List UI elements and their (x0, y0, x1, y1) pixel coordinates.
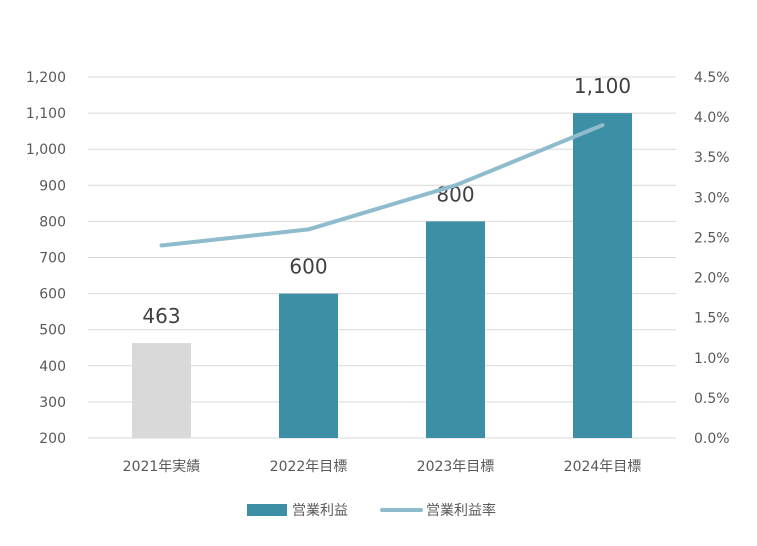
bar-data-label: 1,100 (574, 74, 631, 98)
left-axis-tick-label: 1,000 (26, 142, 66, 158)
right-axis-tick-label: 1.5% (694, 311, 730, 327)
left-axis-tick-label: 600 (39, 287, 66, 303)
category-label: 2023年目標 (417, 459, 495, 475)
left-axis-tick-label: 900 (39, 178, 66, 194)
left-axis-tick-label: 300 (39, 395, 66, 411)
legend-label: 営業利益 (292, 503, 348, 519)
right-axis-tick-label: 4.0% (694, 110, 730, 126)
right-axis-tick-label: 3.5% (694, 150, 730, 166)
left-axis-tick-label: 400 (39, 359, 66, 375)
bar-data-label: 600 (289, 255, 327, 279)
left-axis-tick-label: 500 (39, 323, 66, 339)
left-axis-tick-label: 800 (39, 214, 66, 230)
right-axis-tick-label: 1.0% (694, 351, 730, 367)
left-axis-tick-label: 1,200 (26, 70, 66, 86)
right-axis-tick-label: 2.5% (694, 230, 730, 246)
category-label: 2024年目標 (564, 459, 642, 475)
left-axis-tick-label: 700 (39, 251, 66, 267)
right-axis-tick-label: 2.0% (694, 271, 730, 287)
bar-3 (426, 221, 485, 438)
bar-2 (279, 293, 338, 438)
line-series-operating-margin (159, 123, 605, 248)
bar-4 (573, 113, 632, 438)
legend-swatch-bar (247, 504, 287, 516)
right-axis-tick-label: 4.5% (694, 70, 730, 86)
category-label: 2022年目標 (270, 459, 348, 475)
left-axis-tick-label: 200 (39, 431, 66, 447)
category-label: 2021年実績 (123, 459, 201, 475)
left-axis-tick-label: 1,100 (26, 106, 66, 122)
legend-label: 営業利益率 (426, 502, 496, 519)
right-axis-tick-label: 0.0% (694, 431, 730, 447)
bar-data-label: 463 (142, 304, 180, 328)
bar-1 (132, 343, 191, 438)
right-axis-tick-label: 0.5% (694, 391, 730, 407)
right-axis-tick-label: 3.0% (694, 190, 730, 206)
